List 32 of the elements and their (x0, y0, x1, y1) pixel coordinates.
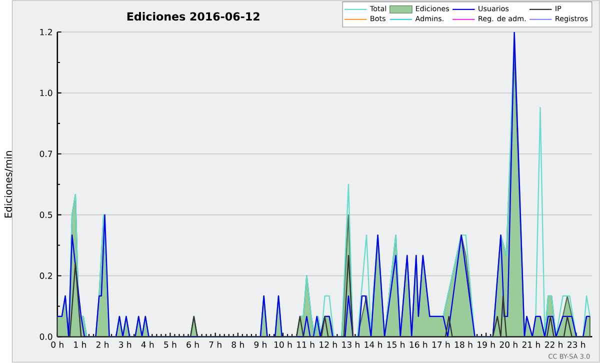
x-tick-label: 3 h (119, 341, 132, 348)
x-tick-label: 0 h (51, 341, 64, 348)
x-tick-label: 23 h (568, 341, 586, 348)
x-tick-label: 15 h (387, 341, 405, 348)
x-tick-label: 12 h (320, 341, 337, 348)
x-tick-label: 18 h (455, 341, 472, 348)
y-tick-label: 1.0 (40, 90, 52, 96)
x-tick-label: 5 h (164, 341, 176, 348)
y-tick-label: 1.2 (40, 28, 52, 36)
x-tick-label: 21 h (522, 341, 540, 348)
chart-title: Ediciones 2016-06-12 (127, 12, 260, 21)
y-tick-label: 0.0 (40, 333, 52, 340)
y-tick-label: 0.7 (40, 150, 52, 158)
y-tick-label: 0.2 (40, 272, 52, 279)
x-tick-label: 6 h (186, 341, 199, 348)
x-tick-label: 2 h (96, 341, 108, 348)
x-tick-label: 20 h (500, 341, 518, 348)
x-tick-label: 13 h (342, 341, 360, 348)
x-tick-label: 14 h (364, 341, 382, 348)
x-tick-label: 19 h (478, 341, 495, 348)
x-tick-label: 22 h (544, 341, 562, 348)
x-tick-label: 11 h (297, 341, 314, 348)
x-tick-label: 16 h (410, 341, 428, 348)
x-tick-label: 7 h (209, 341, 222, 348)
x-tick-label: 1 h (74, 341, 86, 348)
x-tick-label: 9 h (254, 341, 266, 348)
y-axis-title: Ediciones/min (4, 151, 13, 218)
x-tick-label: 8 h (232, 341, 244, 348)
x-tick-label: 4 h (141, 341, 154, 348)
x-tick-label: 17 h (432, 341, 450, 348)
x-tick-label: 10 h (274, 341, 292, 348)
y-tick-label: 0.5 (40, 212, 52, 218)
